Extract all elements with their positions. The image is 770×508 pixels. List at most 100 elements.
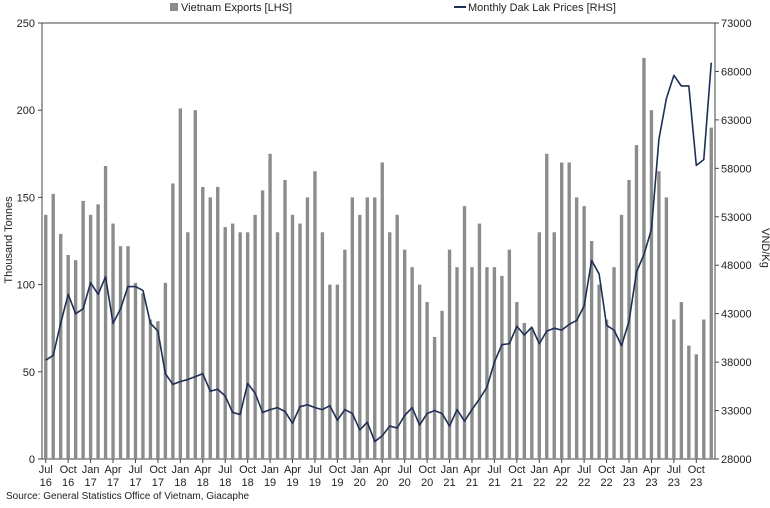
bar-51 xyxy=(425,302,429,459)
bar-38 xyxy=(328,284,332,459)
bar-67 xyxy=(545,153,549,460)
y-right-axis-title: VND/Kg xyxy=(759,228,770,268)
x-tick-month-20: Jul xyxy=(487,464,501,476)
bar-41 xyxy=(350,197,355,459)
source-note: Source: General Statistics Office of Vie… xyxy=(6,491,250,502)
x-tick-month-25: Oct xyxy=(598,464,615,476)
bar-19 xyxy=(186,232,190,459)
bar-64 xyxy=(522,322,526,459)
bar-73 xyxy=(589,241,594,459)
x-tick-year-6: 18 xyxy=(174,477,186,489)
x-tick-year-9: 18 xyxy=(242,477,254,489)
bar-87 xyxy=(694,354,698,459)
x-tick-month-23: Apr xyxy=(553,464,570,476)
bar-72 xyxy=(582,206,586,459)
y-right-tick-2: 38000 xyxy=(721,357,752,369)
y-left-tick-4: 200 xyxy=(17,105,35,117)
x-tick-month-9: Oct xyxy=(239,464,256,476)
x-tick-year-4: 17 xyxy=(129,477,141,489)
bar-21 xyxy=(201,186,205,459)
bar-18 xyxy=(178,108,183,460)
y-right-tick-7: 63000 xyxy=(721,115,752,127)
x-tick-year-29: 23 xyxy=(690,477,702,489)
legend-bar-label: Vietnam Exports [LHS] xyxy=(181,2,292,14)
x-tick-month-22: Jan xyxy=(530,464,548,476)
x-tick-year-1: 16 xyxy=(62,477,74,489)
y-right-tick-1: 33000 xyxy=(721,406,752,418)
bar-23 xyxy=(216,186,220,459)
bar-61 xyxy=(500,275,504,459)
x-tick-month-5: Oct xyxy=(149,464,166,476)
x-tick-month-19: Apr xyxy=(463,464,480,476)
y-right-tick-0: 28000 xyxy=(721,454,752,466)
bar-59 xyxy=(485,267,489,459)
bar-8 xyxy=(103,166,108,459)
x-tick-month-26: Jan xyxy=(620,464,638,476)
y-left-tick-2: 100 xyxy=(17,280,35,292)
bar-25 xyxy=(231,223,235,459)
bar-56 xyxy=(462,206,467,459)
y-right-tick-8: 68000 xyxy=(721,66,752,78)
bar-83 xyxy=(664,197,669,459)
x-tick-year-17: 20 xyxy=(421,477,433,489)
x-tick-year-25: 22 xyxy=(600,477,612,489)
x-tick-year-22: 22 xyxy=(533,477,545,489)
x-tick-year-23: 22 xyxy=(556,477,568,489)
bar-22 xyxy=(208,197,212,459)
price-line xyxy=(45,62,713,443)
x-tick-year-11: 19 xyxy=(286,477,298,489)
bar-39 xyxy=(335,284,340,459)
x-tick-year-5: 17 xyxy=(152,477,164,489)
bar-14 xyxy=(148,319,153,459)
bar-10 xyxy=(118,246,123,459)
x-tick-year-28: 23 xyxy=(668,477,680,489)
bar-46 xyxy=(388,232,392,459)
bar-4 xyxy=(73,260,78,459)
bar-84 xyxy=(672,319,676,459)
y-left-axis-title: Thousand Tonnes xyxy=(3,196,15,284)
bar-30 xyxy=(268,153,272,460)
bar-3 xyxy=(66,254,70,459)
x-tick-month-12: Jul xyxy=(308,464,322,476)
bar-26 xyxy=(238,232,242,459)
bar-13 xyxy=(141,293,145,459)
bar-54 xyxy=(447,249,452,459)
x-tick-year-3: 17 xyxy=(107,477,119,489)
x-tick-year-24: 22 xyxy=(578,477,590,489)
x-tick-year-18: 21 xyxy=(443,477,455,489)
x-tick-month-2: Jan xyxy=(82,464,100,476)
bar-55 xyxy=(455,267,459,459)
x-tick-year-13: 19 xyxy=(331,477,343,489)
x-tick-month-14: Jan xyxy=(351,464,369,476)
bar-44 xyxy=(373,197,377,459)
bar-89 xyxy=(709,127,713,459)
bar-52 xyxy=(432,336,437,459)
bar-68 xyxy=(552,232,556,459)
bar-66 xyxy=(537,232,541,459)
x-tick-month-29: Oct xyxy=(688,464,705,476)
x-tick-month-27: Apr xyxy=(643,464,660,476)
y-left-tick-3: 150 xyxy=(17,192,35,204)
x-tick-year-26: 23 xyxy=(623,477,635,489)
x-tick-month-6: Jan xyxy=(171,464,189,476)
bar-57 xyxy=(470,267,474,459)
bar-82 xyxy=(657,171,661,460)
legend-line-label: Monthly Dak Lak Prices [RHS] xyxy=(468,2,616,14)
bar-0 xyxy=(44,214,48,459)
x-tick-year-0: 16 xyxy=(40,477,52,489)
y-left-tick-1: 50 xyxy=(23,367,35,379)
x-tick-month-15: Apr xyxy=(374,464,391,476)
x-tick-year-15: 20 xyxy=(376,477,388,489)
x-tick-year-7: 18 xyxy=(197,477,209,489)
x-tick-year-20: 21 xyxy=(488,477,500,489)
bar-40 xyxy=(343,249,347,459)
bar-24 xyxy=(223,227,227,459)
bar-53 xyxy=(440,310,444,459)
x-tick-month-0: Jul xyxy=(39,464,53,476)
x-tick-year-8: 18 xyxy=(219,477,231,489)
plot-area: 0 50 100 150 200 250 28000 33000 38000 43000 48000… xyxy=(17,18,752,489)
bar-20 xyxy=(193,110,197,459)
x-tick-month-24: Jul xyxy=(577,464,591,476)
bar-7 xyxy=(96,204,100,459)
